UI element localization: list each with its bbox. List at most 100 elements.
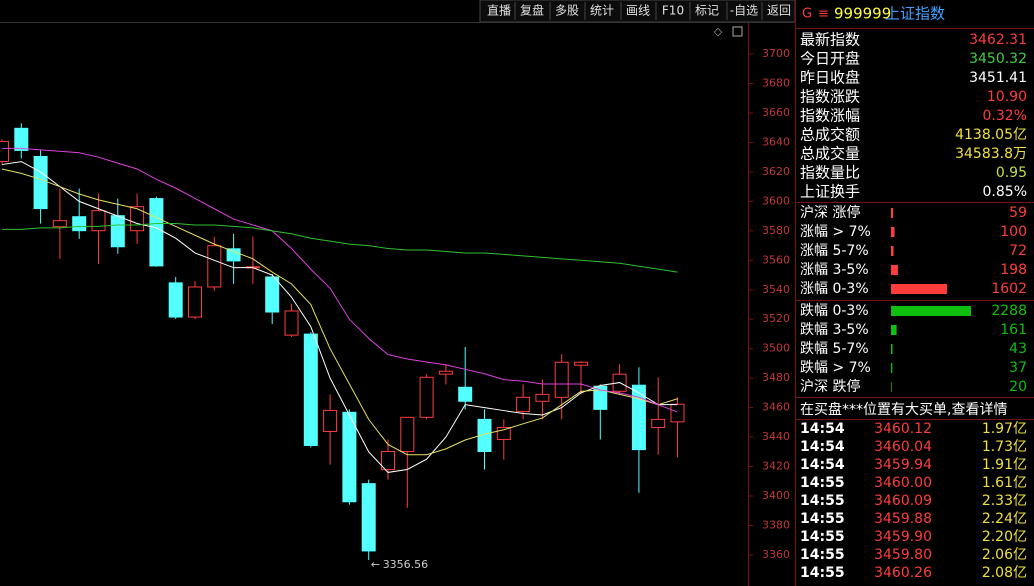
breadth-bar [891, 265, 898, 275]
candle-body [651, 418, 666, 428]
panel-separators [796, 28, 1034, 420]
breadth-value: 100 [1000, 224, 1027, 240]
breadth-label: 跌幅 5-7% [800, 341, 869, 357]
quote-value: 3450.32 [969, 51, 1027, 67]
quote-value: 10.90 [987, 89, 1027, 105]
tick-volume: 1.91亿 [982, 457, 1027, 473]
candle-body [516, 396, 531, 412]
tick-price: 3460.26 [874, 565, 932, 581]
candle-body [52, 220, 67, 228]
candle-body [342, 411, 357, 503]
tick-time: 14:55 [800, 565, 845, 581]
breadth-label: 涨幅 0-3% [800, 281, 869, 297]
low-arrow: ← [371, 558, 380, 571]
candle-body [0, 140, 9, 162]
tick-time: 14:54 [800, 457, 845, 473]
tick-time: 14:54 [800, 421, 845, 437]
ma-line [1, 161, 678, 473]
candle-body [265, 276, 280, 313]
candle-body [593, 385, 608, 410]
quote-value: 0.95 [996, 165, 1027, 181]
notice[interactable]: 在买盘***位置有大买单,查看详情 [800, 401, 1007, 418]
breadth-label: 涨幅 3-5% [800, 262, 869, 278]
quote-value: 34583.8万 [955, 146, 1027, 162]
y-tick-label: 3560 [762, 253, 790, 266]
y-tick-label: 3600 [762, 194, 790, 207]
candle-body [535, 393, 550, 402]
y-tick-label: 3440 [762, 430, 790, 443]
breadth-value: 43 [1009, 341, 1027, 357]
quote-value: 4138.05亿 [955, 127, 1027, 143]
y-tick-label: 3580 [762, 224, 790, 237]
candle-body [477, 418, 492, 453]
candle-body [284, 310, 299, 336]
toolbar-button[interactable]: 画线 [626, 4, 650, 18]
tick-price: 3460.12 [874, 421, 932, 437]
tick-time: 14:55 [800, 493, 845, 509]
breadth-bar [891, 344, 893, 354]
breadth-label: 涨幅 5-7% [800, 243, 869, 259]
y-tick-label: 3420 [762, 460, 790, 473]
breadth-value: 1602 [991, 281, 1027, 297]
tick-volume: 2.24亿 [982, 511, 1027, 527]
candle-body [438, 370, 453, 375]
y-tick-label: 3480 [762, 371, 790, 384]
tick-volume: 1.61亿 [982, 475, 1027, 491]
breadth-value: 2288 [991, 303, 1027, 319]
toolbar-button[interactable]: 返回 [767, 4, 791, 18]
tick-price: 3460.04 [874, 439, 932, 455]
breadth-label: 沪深 涨停 [800, 204, 860, 221]
y-tick-label: 3520 [762, 312, 790, 325]
candle-body [188, 286, 202, 318]
candle-body [496, 426, 511, 440]
breadth-bar [891, 284, 948, 294]
tick-volume: 2.33亿 [982, 493, 1027, 509]
y-tick-label: 3380 [762, 518, 790, 531]
tick-volume: 1.73亿 [982, 439, 1027, 455]
toolbar-button[interactable]: 多股 [555, 4, 579, 18]
tick-price: 3459.90 [874, 529, 932, 545]
toolbar-button[interactable]: 复盘 [520, 3, 544, 18]
breadth-label: 跌幅 > 7% [800, 360, 871, 376]
breadth-bar [891, 382, 892, 392]
candle-body [670, 403, 685, 423]
breadth-bar [891, 208, 894, 218]
breadth-value: 37 [1009, 360, 1027, 376]
toolbar-button[interactable]: 直播 [487, 4, 511, 18]
quote-label: 指数量比 [800, 164, 860, 182]
icon[interactable]: ◇ [714, 25, 723, 38]
candle-body [554, 361, 569, 398]
breadth-bar [891, 363, 893, 373]
icon[interactable] [732, 26, 743, 37]
candle-body [381, 451, 395, 471]
breadth-label: 跌幅 0-3% [800, 303, 869, 319]
toolbar-button[interactable]: 统计 [590, 4, 614, 18]
y-tick-label: 3640 [762, 135, 790, 148]
candle-body [207, 245, 222, 288]
badge: G [802, 7, 812, 22]
candle-body [400, 416, 415, 453]
menu-icon[interactable]: ≡ [818, 7, 829, 22]
ma-line [2, 222, 678, 273]
candle-body [361, 483, 376, 552]
breadth-bar [891, 227, 895, 237]
breadth-bar [891, 246, 894, 256]
tick-time: 14:54 [800, 439, 845, 455]
stock-code: 999999 [834, 5, 891, 23]
toolbar-button[interactable]: -自选 [730, 4, 758, 18]
candle-body [226, 248, 241, 262]
tick-volume: 2.06亿 [982, 547, 1027, 563]
ma-line [2, 147, 678, 413]
candle-body [110, 215, 125, 248]
breadth-bar [891, 306, 971, 316]
low-annotation: 3356.56 [383, 558, 429, 571]
y-tick-label: 3500 [762, 342, 790, 355]
toolbar-button[interactable]: F10 [662, 4, 684, 18]
toolbar-button[interactable]: 标记 [695, 4, 719, 18]
breadth-value: 20 [1009, 379, 1027, 395]
candle-body [14, 127, 29, 151]
candle-body [72, 216, 87, 232]
y-tick-label: 3360 [762, 548, 790, 561]
y-tick-label: 3460 [762, 401, 790, 414]
